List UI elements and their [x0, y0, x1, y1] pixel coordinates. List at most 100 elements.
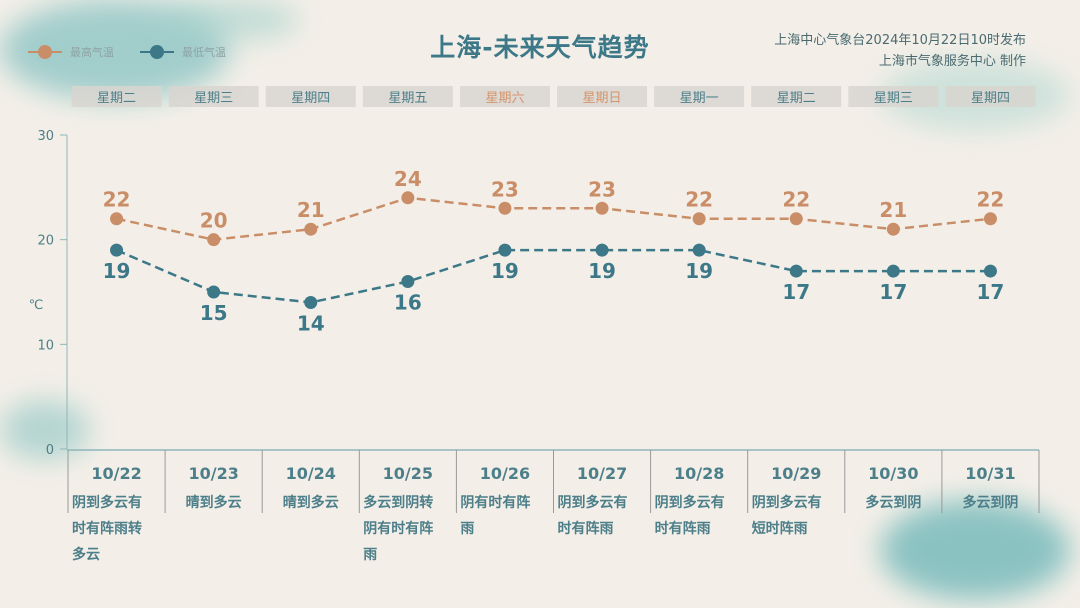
date-label: 10/24 — [286, 464, 336, 483]
data-point — [789, 212, 803, 226]
date-label: 10/26 — [480, 464, 530, 483]
weekday-label: 星期三 — [874, 91, 913, 106]
date-label: 10/29 — [771, 464, 821, 483]
weekday-tab — [168, 86, 259, 107]
data-label: 21 — [879, 198, 907, 222]
data-point — [692, 243, 706, 257]
date-label: 10/30 — [868, 464, 918, 483]
data-point — [983, 212, 997, 226]
weather-desc: 时有阵雨转 — [72, 520, 142, 537]
weekday-label: 星期三 — [194, 91, 233, 106]
data-label: 20 — [200, 209, 228, 233]
data-point — [886, 264, 900, 278]
data-point — [692, 212, 706, 226]
data-label: 23 — [491, 177, 519, 201]
series-line-high — [116, 196, 991, 241]
y-axis-label: ℃ — [29, 298, 44, 313]
date-label: 10/25 — [383, 464, 433, 483]
weekday-tab — [848, 86, 939, 107]
data-point — [886, 222, 900, 236]
weekday-tab — [362, 86, 453, 107]
weather-desc: 阴到多云有 — [72, 494, 142, 511]
weather-desc: 多云 — [72, 546, 100, 563]
data-point — [983, 264, 997, 278]
weather-desc: 阴有时有阵 — [460, 494, 530, 511]
data-label: 16 — [394, 291, 422, 315]
weekday-tab — [265, 86, 356, 107]
date-label: 10/28 — [674, 464, 724, 483]
y-tick-label: 0 — [46, 443, 54, 458]
data-label: 22 — [685, 188, 713, 212]
series-line-low — [116, 248, 991, 304]
data-label: 19 — [685, 259, 713, 283]
data-label: 19 — [588, 259, 616, 283]
data-point — [401, 191, 415, 205]
legend-high: 最高气温 — [28, 44, 114, 60]
weather-desc: 阴有时有阵 — [363, 520, 433, 537]
data-point — [401, 275, 415, 289]
data-label: 22 — [782, 188, 810, 212]
data-point — [595, 201, 609, 215]
weekday-label: 星期四 — [971, 91, 1010, 106]
y-tick-label: 30 — [37, 129, 54, 144]
data-label: 17 — [977, 280, 1005, 304]
legend-label: 最低气温 — [182, 46, 226, 59]
weather-desc: 阴到多云有 — [752, 494, 822, 511]
weekday-label: 星期日 — [583, 91, 622, 106]
data-label: 17 — [782, 280, 810, 304]
weather-desc: 雨 — [460, 521, 474, 537]
date-label: 10/23 — [188, 464, 238, 483]
weekday-label: 星期二 — [97, 91, 136, 106]
data-label: 17 — [879, 280, 907, 304]
date-label: 10/22 — [91, 464, 141, 483]
data-point — [304, 295, 318, 309]
weekday-label: 星期四 — [291, 91, 330, 106]
publisher-line: 上海市气象服务中心 制作 — [878, 54, 1026, 69]
data-point — [595, 243, 609, 257]
data-label: 15 — [200, 301, 228, 325]
weather-desc: 多云到阴 — [865, 494, 921, 511]
weekday-label: 星期一 — [680, 91, 719, 106]
weekday-tab — [654, 86, 745, 107]
weather-desc: 雨 — [363, 547, 377, 563]
legend-label: 最高气温 — [70, 46, 114, 59]
weekday-tab — [557, 86, 648, 107]
data-point — [207, 233, 221, 247]
data-label: 22 — [977, 188, 1005, 212]
weekday-tab — [459, 86, 550, 107]
weekday-label: 星期六 — [485, 91, 524, 106]
y-tick-label: 10 — [37, 338, 54, 353]
cloud-decoration — [880, 500, 1070, 600]
weekday-label: 星期五 — [388, 91, 427, 106]
legend-low: 最低气温 — [140, 44, 226, 60]
data-point — [498, 243, 512, 257]
publisher-line: 上海中心气象台2024年10月22日10时发布 — [774, 33, 1026, 48]
date-label: 10/27 — [577, 464, 627, 483]
weather-desc: 晴到多云 — [186, 494, 242, 511]
weekday-label: 星期二 — [777, 91, 816, 106]
weekday-tab — [71, 86, 162, 107]
data-point — [789, 264, 803, 278]
weather-desc: 阴到多云有 — [558, 494, 628, 511]
publisher-info: 上海中心气象台2024年10月22日10时发布 上海市气象服务中心 制作 — [774, 30, 1026, 72]
data-label: 14 — [297, 311, 325, 335]
weather-desc: 时有阵雨 — [655, 520, 711, 537]
legend: 最高气温 最低气温 — [28, 44, 226, 60]
weather-desc: 短时阵雨 — [752, 520, 808, 537]
y-tick-label: 20 — [37, 234, 54, 249]
weather-desc: 多云到阴 — [962, 494, 1018, 511]
weekday-tab — [751, 86, 842, 107]
weather-desc: 晴到多云 — [283, 494, 339, 511]
date-label: 10/31 — [965, 464, 1015, 483]
weather-desc: 阴到多云有 — [655, 494, 725, 511]
data-label: 23 — [588, 177, 616, 201]
data-point — [498, 201, 512, 215]
data-point — [110, 243, 124, 257]
data-label: 22 — [103, 188, 131, 212]
page-title: 上海-未来天气趋势 — [430, 33, 650, 62]
data-label: 21 — [297, 198, 325, 222]
weather-desc: 时有阵雨 — [558, 520, 614, 537]
cloud-decoration — [160, 0, 300, 40]
data-point — [304, 222, 318, 236]
weather-desc: 多云到阴转 — [363, 494, 433, 511]
